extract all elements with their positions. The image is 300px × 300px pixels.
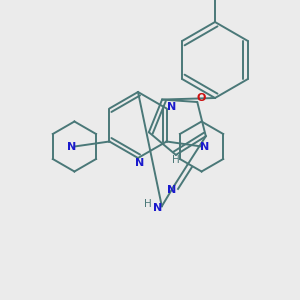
Text: N: N <box>67 142 76 152</box>
Text: O: O <box>196 93 206 103</box>
Text: N: N <box>153 203 162 213</box>
Text: N: N <box>200 142 209 152</box>
Text: N: N <box>135 158 145 168</box>
Text: N: N <box>167 101 176 112</box>
Text: N: N <box>167 185 176 195</box>
Text: H: H <box>144 199 152 209</box>
Text: H: H <box>172 155 180 165</box>
